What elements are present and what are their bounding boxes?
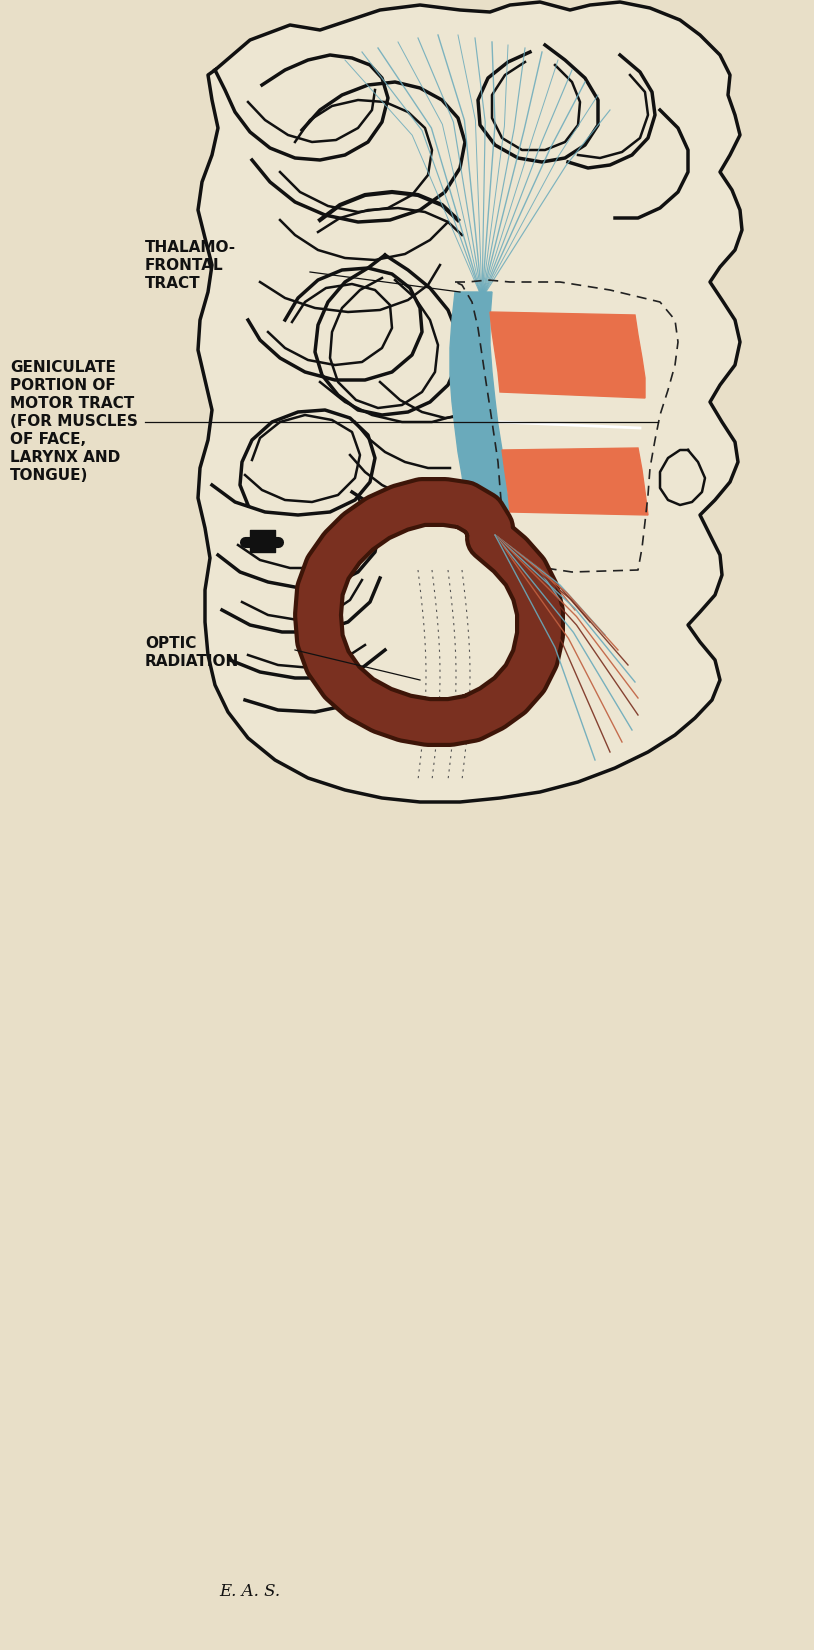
Text: E. A. S.: E. A. S.	[220, 1584, 281, 1600]
Polygon shape	[450, 292, 510, 525]
Text: OPTIC
RADIATION: OPTIC RADIATION	[145, 635, 239, 668]
Text: GENICULATE
PORTION OF
MOTOR TRACT
(FOR MUSCLES
OF FACE,
LARYNX AND
TONGUE): GENICULATE PORTION OF MOTOR TRACT (FOR M…	[10, 360, 138, 483]
Polygon shape	[502, 449, 648, 515]
Polygon shape	[490, 312, 645, 398]
Polygon shape	[198, 2, 742, 802]
Text: THALAMO-
FRONTAL
TRACT: THALAMO- FRONTAL TRACT	[145, 239, 236, 290]
